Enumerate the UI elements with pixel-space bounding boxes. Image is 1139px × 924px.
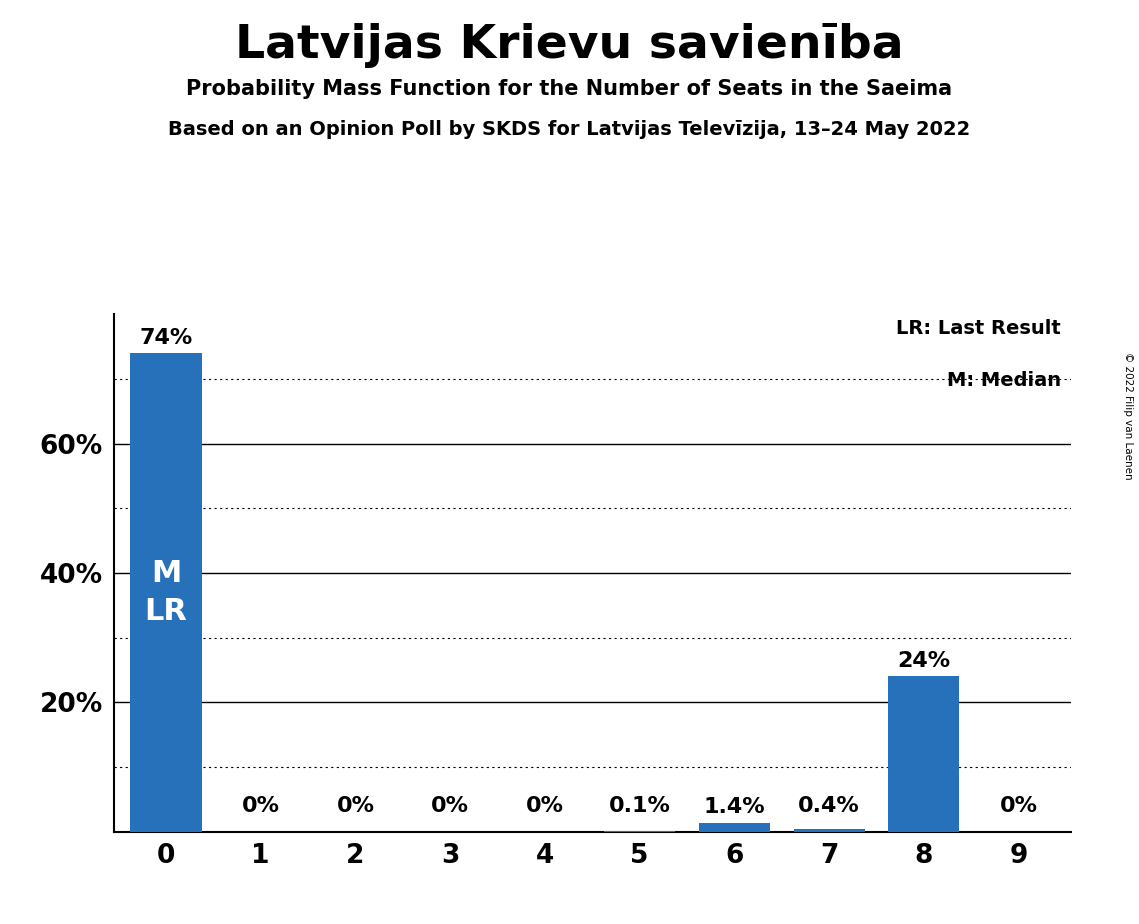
Text: 0.4%: 0.4% xyxy=(798,796,860,816)
Text: 1.4%: 1.4% xyxy=(704,797,765,818)
Text: Latvijas Krievu savienība: Latvijas Krievu savienība xyxy=(235,23,904,68)
Text: 0.1%: 0.1% xyxy=(608,796,671,816)
Text: LR: Last Result: LR: Last Result xyxy=(896,320,1062,338)
Text: 0%: 0% xyxy=(336,796,375,816)
Text: M: Median: M: Median xyxy=(947,371,1062,390)
Text: 24%: 24% xyxy=(898,651,950,671)
Text: 0%: 0% xyxy=(241,796,280,816)
Bar xyxy=(131,353,202,832)
Text: © 2022 Filip van Laenen: © 2022 Filip van Laenen xyxy=(1123,352,1133,480)
Text: 0%: 0% xyxy=(526,796,564,816)
Bar xyxy=(794,829,865,832)
Text: M
LR: M LR xyxy=(145,559,188,626)
Text: 0%: 0% xyxy=(1000,796,1038,816)
Text: 0%: 0% xyxy=(432,796,469,816)
Text: Based on an Opinion Poll by SKDS for Latvijas Televīzija, 13–24 May 2022: Based on an Opinion Poll by SKDS for Lat… xyxy=(169,120,970,140)
Bar xyxy=(699,822,770,832)
Bar xyxy=(888,676,959,832)
Text: Probability Mass Function for the Number of Seats in the Saeima: Probability Mass Function for the Number… xyxy=(187,79,952,99)
Text: 74%: 74% xyxy=(139,328,192,347)
